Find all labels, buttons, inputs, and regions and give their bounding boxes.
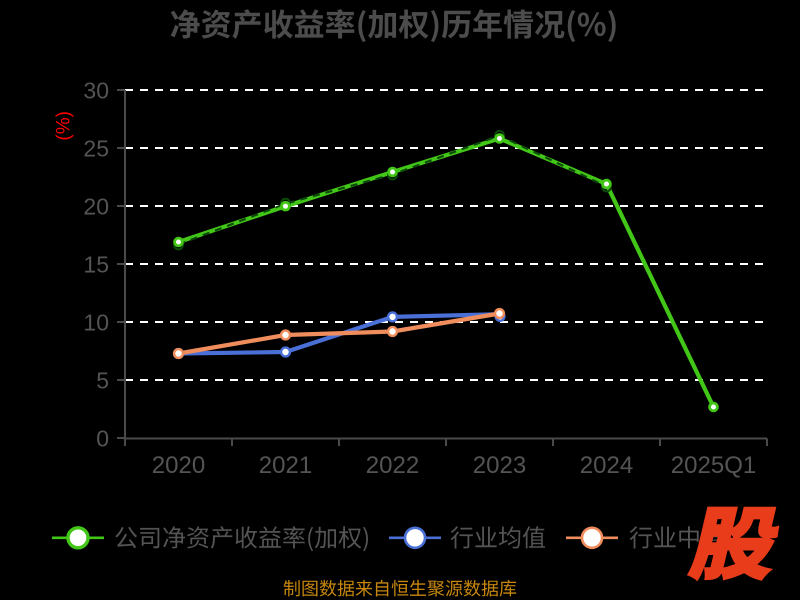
svg-text:2021: 2021 [259, 452, 312, 479]
svg-text:5: 5 [96, 367, 109, 393]
svg-text:2022: 2022 [366, 452, 419, 479]
svg-text:20: 20 [83, 193, 109, 219]
svg-text:2020: 2020 [152, 452, 205, 479]
svg-text:2024: 2024 [580, 452, 633, 479]
svg-text:30: 30 [83, 77, 109, 103]
svg-text:0: 0 [96, 425, 109, 451]
svg-text:2025Q1: 2025Q1 [671, 452, 756, 479]
svg-text:10: 10 [83, 309, 109, 335]
svg-text:2023: 2023 [473, 452, 526, 479]
svg-text:15: 15 [83, 251, 109, 277]
svg-text:25: 25 [83, 135, 109, 161]
svg-text:(%): (%) [54, 111, 75, 141]
